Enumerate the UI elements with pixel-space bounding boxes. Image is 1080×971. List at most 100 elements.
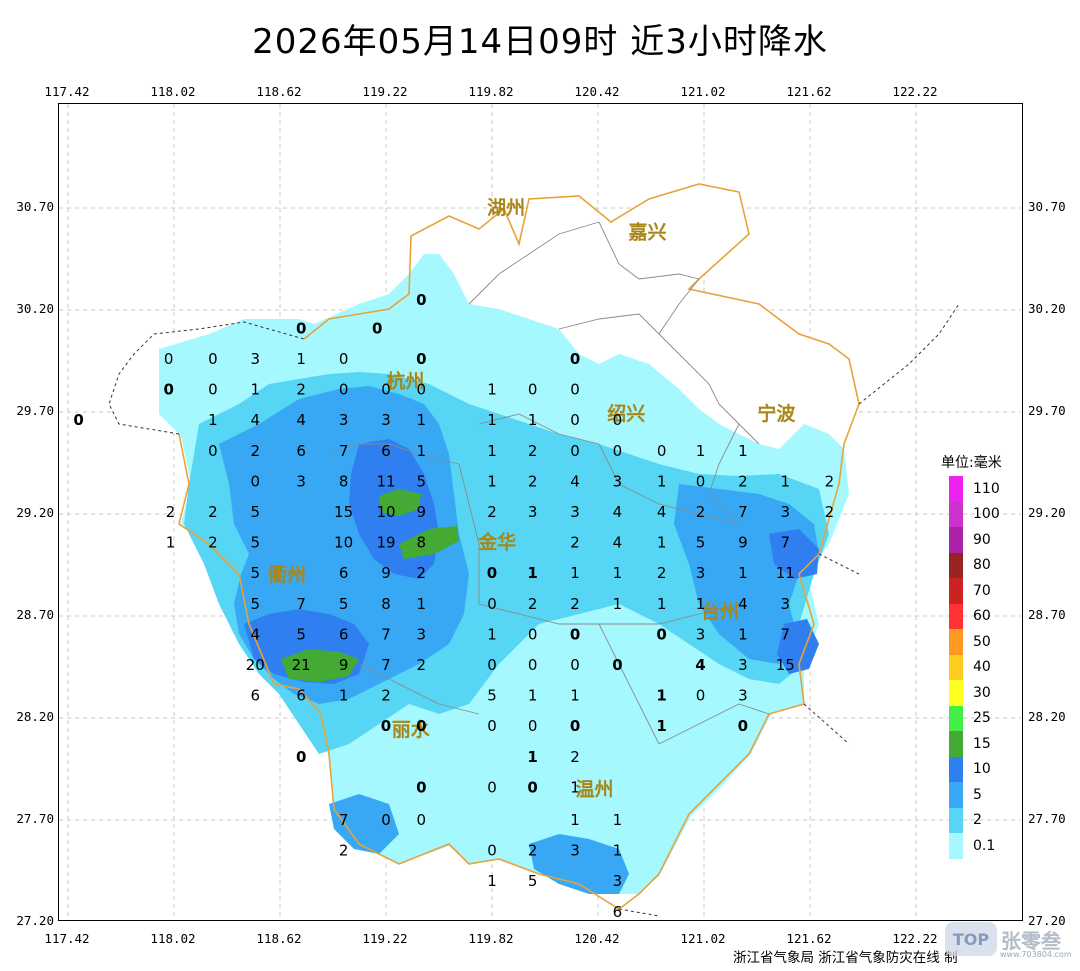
station-value: 4: [296, 411, 306, 429]
legend-label: 70: [973, 582, 991, 599]
station-value: 2: [657, 564, 667, 582]
station-value: 0: [416, 717, 426, 735]
lon-tick-bottom-4: 119.82: [468, 931, 514, 946]
legend-item: 5: [937, 782, 1023, 808]
station-value: 1: [487, 472, 497, 490]
legend-label: 2: [973, 812, 982, 829]
city-label: 丽水: [392, 719, 431, 741]
station-value: 1: [487, 381, 497, 399]
station-value: 0: [208, 381, 218, 399]
station-value: 6: [339, 564, 349, 582]
watermark-url: www.703804.com: [1000, 950, 1072, 959]
station-value: 0: [208, 442, 218, 460]
legend-item: 0.1: [937, 833, 1023, 859]
station-value: 2: [528, 442, 538, 460]
station-value: 8: [381, 595, 391, 613]
lat-tick-right-3: 29.20: [1028, 505, 1066, 520]
station-value: 5: [250, 564, 260, 582]
station-value: 0: [381, 811, 391, 829]
station-value: 0: [570, 717, 580, 735]
station-value: 2: [487, 503, 497, 521]
legend-label: 40: [973, 659, 991, 676]
station-value: 1: [339, 687, 349, 705]
station-value: 3: [250, 350, 260, 368]
station-value: 1: [613, 595, 623, 613]
station-value: 0: [570, 442, 580, 460]
station-value: 1: [570, 811, 580, 829]
lat-tick-left-7: 27.20: [16, 913, 54, 928]
station-value: 0: [487, 842, 497, 860]
station-value: 7: [780, 625, 790, 643]
station-value: 4: [613, 503, 623, 521]
station-value: 1: [657, 595, 667, 613]
legend-item: 60: [937, 603, 1023, 629]
legend-item: 10: [937, 756, 1023, 782]
station-value: 0: [416, 291, 426, 309]
legend-swatch: [949, 552, 963, 578]
station-value: 6: [296, 442, 306, 460]
station-value: 1: [417, 595, 427, 613]
station-value: 1: [570, 778, 580, 796]
legend-swatch: [949, 476, 963, 502]
lon-tick-top-4: 119.82: [468, 84, 514, 99]
station-value: 2: [166, 503, 176, 521]
station-value: 0: [696, 472, 706, 490]
station-value: 0: [657, 442, 667, 460]
station-value: 4: [250, 411, 260, 429]
station-value: 1: [657, 534, 667, 552]
station-value: 5: [250, 534, 260, 552]
station-value: 0: [339, 350, 349, 368]
lat-tick-right-0: 30.70: [1028, 199, 1066, 214]
station-value: 0: [339, 381, 349, 399]
lat-tick-left-2: 29.70: [16, 403, 54, 418]
station-value: 1: [166, 534, 176, 552]
station-value: 0: [164, 350, 174, 368]
station-value: 15: [776, 656, 795, 674]
station-value: 2: [208, 503, 218, 521]
station-value: 7: [738, 503, 748, 521]
station-value: 1: [780, 472, 790, 490]
station-value: 1: [738, 564, 748, 582]
station-value: 1: [657, 472, 667, 490]
station-value: 5: [296, 625, 306, 643]
station-value: 1: [656, 687, 666, 705]
station-value: 3: [417, 625, 427, 643]
legend-item: 100: [937, 501, 1023, 527]
station-value: 0: [296, 748, 306, 766]
station-value: 3: [696, 625, 706, 643]
neighbor-border-dashed: [108, 321, 305, 435]
station-value: 1: [570, 564, 580, 582]
station-value: 5: [339, 595, 349, 613]
station-value: 1: [296, 350, 306, 368]
station-value: 0: [570, 350, 580, 368]
legend-swatch: [949, 705, 963, 731]
legend-item: 2: [937, 807, 1023, 833]
city-label: 绍兴: [607, 402, 645, 425]
legend-item: 25: [937, 705, 1023, 731]
station-value: 1: [528, 687, 538, 705]
station-value: 1: [527, 564, 537, 582]
station-value: 0: [612, 656, 622, 674]
rain-contour-15mm-center: [399, 526, 459, 559]
station-value: 1: [613, 811, 623, 829]
city-label: 温州: [575, 778, 613, 800]
rain-contour-15mm-sw: [281, 649, 359, 682]
station-value: 2: [696, 503, 706, 521]
rain-contour-5mm-south: [529, 834, 629, 894]
lon-tick-bottom-1: 118.02: [150, 931, 196, 946]
watermark: TOP 张零叁: [945, 922, 1061, 956]
rain-contour-10mm-se: [777, 619, 819, 674]
station-value: 3: [528, 503, 538, 521]
station-value: 19: [376, 534, 395, 552]
station-value: 9: [381, 564, 391, 582]
legend-item: 30: [937, 680, 1023, 706]
station-value: 3: [613, 872, 623, 890]
station-value: 1: [527, 748, 537, 766]
station-value: 2: [296, 381, 306, 399]
station-value: 0: [416, 350, 426, 368]
station-value: 0: [416, 778, 426, 796]
legend-swatch: [949, 756, 963, 782]
lon-tick-top-6: 121.02: [680, 84, 726, 99]
